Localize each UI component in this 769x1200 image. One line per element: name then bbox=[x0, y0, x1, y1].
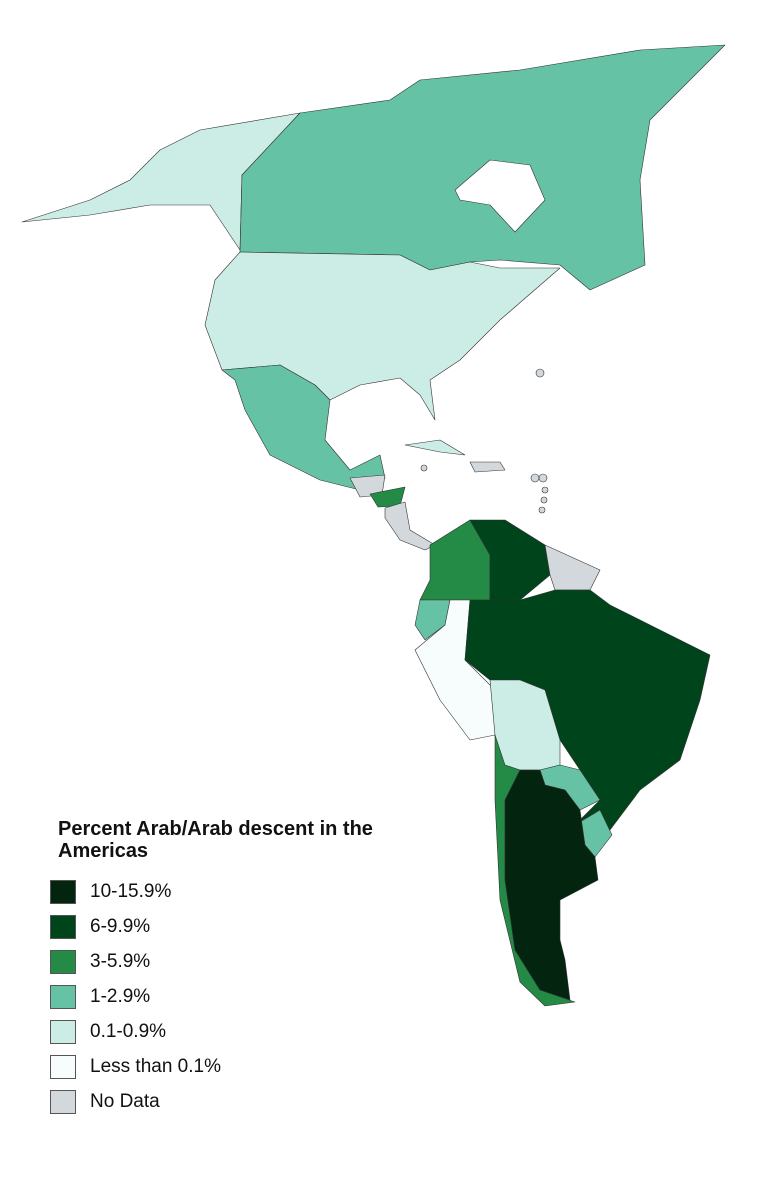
legend-label: Less than 0.1% bbox=[90, 1055, 221, 1077]
country bbox=[504, 769, 599, 1001]
legend-swatch bbox=[50, 1019, 76, 1044]
island bbox=[538, 506, 546, 514]
legend-swatch bbox=[50, 1089, 76, 1114]
legend-swatch bbox=[50, 1054, 76, 1079]
legend-item: 10-15.9% bbox=[50, 874, 450, 909]
legend-swatch bbox=[50, 879, 76, 904]
country bbox=[404, 439, 466, 456]
legend-item: 1-2.9% bbox=[50, 979, 450, 1014]
country bbox=[384, 501, 436, 551]
legend-label: 0.1-0.9% bbox=[90, 1020, 167, 1042]
country bbox=[414, 599, 451, 641]
island bbox=[530, 473, 540, 483]
legend-swatch bbox=[50, 949, 76, 974]
island bbox=[541, 486, 549, 494]
island bbox=[420, 464, 428, 472]
legend-item: 3-5.9% bbox=[50, 944, 450, 979]
island bbox=[538, 473, 548, 483]
legend-item: 0.1-0.9% bbox=[50, 1014, 450, 1049]
country bbox=[221, 364, 386, 491]
legend-item: No Data bbox=[50, 1084, 450, 1119]
legend-swatch bbox=[50, 984, 76, 1009]
country bbox=[469, 519, 551, 601]
legend-label: 3-5.9% bbox=[90, 950, 151, 972]
legend-item: Less than 0.1% bbox=[50, 1049, 450, 1084]
legend-swatch bbox=[50, 914, 76, 939]
legend-items: 10-15.9% 6-9.9% 3-5.9% 1-2.9% 0.1-0.9% Less t… bbox=[50, 874, 450, 1119]
legend: Percent Arab/Arab descent in the America… bbox=[50, 818, 450, 1119]
country bbox=[469, 461, 506, 473]
water bbox=[454, 159, 546, 233]
island bbox=[540, 496, 548, 504]
legend-label: 10-15.9% bbox=[90, 880, 172, 902]
legend-label: 6-9.9% bbox=[90, 915, 151, 937]
legend-title: Percent Arab/Arab descent in the America… bbox=[58, 818, 373, 862]
legend-label: No Data bbox=[90, 1090, 160, 1112]
legend-item: 6-9.9% bbox=[50, 909, 450, 944]
island bbox=[535, 368, 545, 378]
country bbox=[544, 544, 601, 591]
legend-label: 1-2.9% bbox=[90, 985, 151, 1007]
